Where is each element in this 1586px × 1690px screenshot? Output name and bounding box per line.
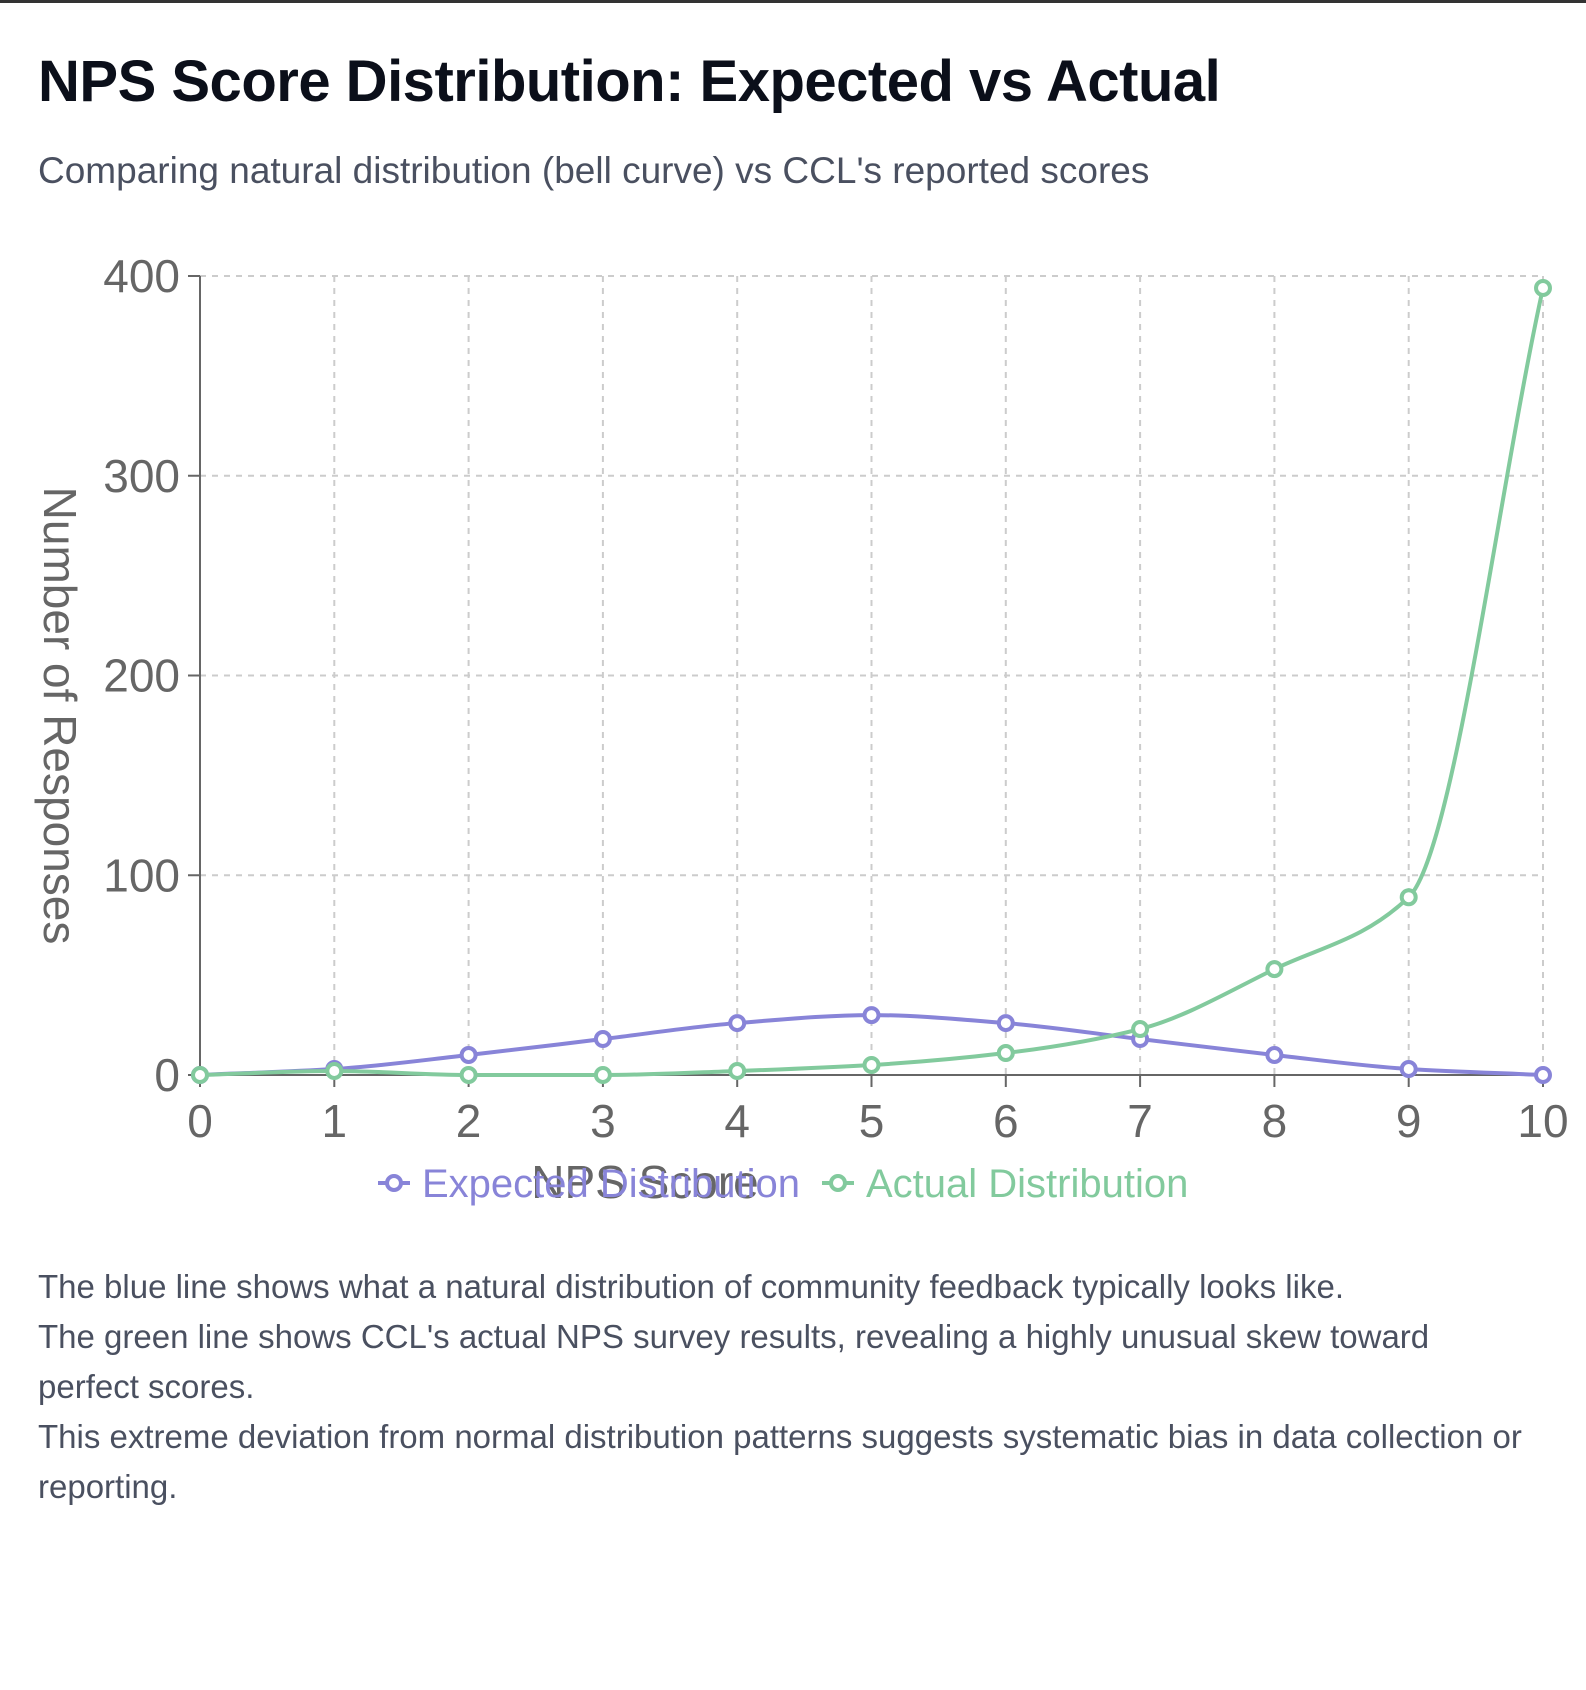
- data-point-actual-distribution: [325, 1062, 344, 1081]
- data-point-expected-distribution: [728, 1014, 747, 1033]
- x-tick-label: 7: [1127, 1095, 1153, 1147]
- legend-label: Actual Distribution: [866, 1162, 1188, 1206]
- data-point-expected-distribution: [996, 1014, 1015, 1033]
- legend-item-expected-distribution: Expected Distribution: [378, 1162, 800, 1206]
- legend-marker-icon: [385, 1174, 403, 1192]
- y-tick-label: 200: [103, 650, 180, 702]
- note-line-deviation: This extreme deviation from normal distr…: [38, 1418, 1522, 1505]
- y-tick-label: 300: [103, 450, 180, 502]
- series: [191, 278, 1552, 1084]
- data-point-actual-distribution: [1131, 1020, 1150, 1039]
- chart-notes: The blue line shows what a natural distr…: [38, 1262, 1538, 1512]
- note-line-actual: The green line shows CCL's actual NPS su…: [38, 1318, 1430, 1405]
- x-tick-label: 8: [1262, 1095, 1288, 1147]
- data-point-expected-distribution: [459, 1046, 478, 1065]
- data-point-actual-distribution: [996, 1044, 1015, 1063]
- y-tick-label: 0: [154, 1049, 180, 1101]
- x-tick-label: 5: [859, 1095, 885, 1147]
- legend: Expected Distribution Actual Distribution: [378, 1162, 1188, 1206]
- series-line-actual-distribution: [199, 287, 1545, 1078]
- y-tick-label: 100: [103, 849, 180, 901]
- data-point-actual-distribution: [862, 1056, 881, 1075]
- top-border: [0, 0, 1586, 3]
- data-point-actual-distribution: [459, 1066, 478, 1084]
- legend-item-actual-distribution: Actual Distribution: [822, 1162, 1188, 1206]
- data-point-actual-distribution: [1399, 888, 1418, 907]
- x-tick-label: 9: [1396, 1095, 1422, 1147]
- y-axis-title: Number of Responses: [34, 487, 86, 945]
- x-tick-label: 4: [724, 1095, 750, 1147]
- data-point-expected-distribution: [1399, 1060, 1418, 1079]
- data-point-actual-distribution: [593, 1066, 612, 1084]
- legend-marker-icon: [829, 1174, 847, 1192]
- note-line-expected: The blue line shows what a natural distr…: [38, 1268, 1344, 1305]
- grid: [200, 275, 1544, 1075]
- data-point-expected-distribution: [1265, 1046, 1284, 1065]
- x-axis-title: NPS Score: [531, 1156, 759, 1208]
- nps-line-chart: 0 100 200 300 400 0 1 2 3 4 5 6 7 8 9 10 NPS Score Number…: [34, 250, 1569, 1208]
- data-point-expected-distribution: [862, 1006, 881, 1025]
- x-tick-label: 0: [187, 1095, 213, 1147]
- data-point-expected-distribution: [1534, 1066, 1552, 1084]
- y-tick-label: 400: [103, 250, 180, 302]
- x-tick-label: 3: [590, 1095, 616, 1147]
- page-title: NPS Score Distribution: Expected vs Actu…: [38, 49, 1221, 114]
- page-subtitle: Comparing natural distribution (bell cur…: [38, 150, 1150, 191]
- series-actual-distribution: [191, 278, 1552, 1084]
- legend-label: Expected Distribution: [422, 1162, 800, 1206]
- x-tick-label: 6: [993, 1095, 1019, 1147]
- data-point-actual-distribution: [728, 1062, 747, 1081]
- data-point-actual-distribution: [1534, 278, 1552, 297]
- x-tick-label: 1: [322, 1095, 348, 1147]
- data-point-actual-distribution: [191, 1066, 209, 1084]
- x-tick-label: 2: [456, 1095, 482, 1147]
- data-point-expected-distribution: [593, 1030, 612, 1049]
- data-point-actual-distribution: [1265, 960, 1284, 979]
- x-tick-label: 10: [1517, 1095, 1568, 1147]
